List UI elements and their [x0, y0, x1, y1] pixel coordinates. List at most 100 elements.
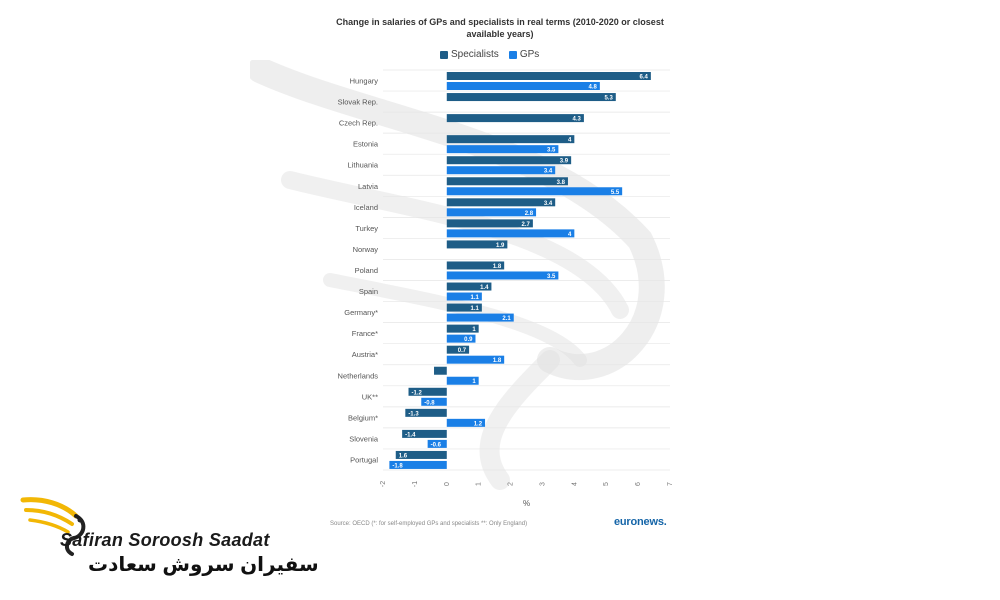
bar-gps [427, 439, 447, 448]
x-tick-label: -2 [380, 481, 387, 487]
bar-gps [446, 145, 559, 154]
legend-label-gps: GPs [519, 49, 540, 60]
data-label: -0.6 [431, 442, 442, 448]
data-label: 0.9 [464, 337, 473, 343]
source-note: Source: OECD (*: for self-employed GPs a… [330, 521, 528, 527]
bar-gps [446, 355, 505, 364]
bar-gps [446, 292, 482, 301]
category-label: Poland [355, 266, 378, 275]
bar-gps [446, 271, 559, 280]
category-label: Czech Rep. [339, 119, 378, 128]
chart-title: Change in salaries of GPs and specialist… [336, 17, 664, 39]
x-tick-label: 6 [635, 482, 642, 486]
data-label: 2.7 [522, 222, 531, 228]
brand-name-en: Safiran Soroosh Saadat [60, 530, 270, 550]
x-tick-label: 5 [603, 482, 610, 486]
data-label: 1.8 [493, 358, 502, 364]
data-label: 1.9 [496, 243, 505, 249]
category-label: Portugal [350, 455, 378, 464]
data-label: -1.2 [412, 390, 423, 396]
legend-label-specialists: Specialists [451, 49, 499, 60]
brand-name-fa: سفیران سروش سعادت [88, 554, 319, 576]
bar-gps [446, 376, 479, 385]
data-label: 3.4 [544, 169, 553, 175]
legend-swatch-gps [508, 50, 517, 59]
data-label: 4 [568, 138, 572, 144]
data-label: -1.8 [392, 463, 403, 469]
bar-gps [446, 208, 537, 217]
data-label: 1 [472, 379, 476, 385]
data-label: 2.8 [525, 211, 534, 217]
data-label: 4.3 [573, 117, 582, 123]
data-label: -1.4 [405, 432, 416, 438]
category-label: Spain [359, 287, 378, 296]
category-label: Belgium* [348, 413, 378, 422]
data-label: 1.1 [471, 295, 480, 301]
label-layer: -2 -1 0 1 2 3 4 5 6 7% Hungary 6.4 4.8 Slovak Rep. 5.3… [338, 75, 674, 509]
bar-specialists [446, 135, 575, 144]
category-label: France* [352, 329, 378, 338]
data-label: 1.1 [471, 306, 480, 312]
category-label: Netherlands [338, 371, 379, 380]
category-label: Norway [353, 245, 379, 254]
euronews-logo: euronews. [614, 516, 667, 528]
category-label: Lithuania [348, 161, 379, 170]
bar-specialists [446, 324, 479, 333]
x-tick-label: 7 [667, 482, 674, 486]
bar-gps [446, 418, 486, 427]
data-label: 1.2 [474, 421, 483, 427]
x-tick-label: 0 [444, 482, 451, 486]
data-label: 1 [472, 327, 476, 333]
x-tick-label: 3 [539, 482, 546, 486]
bar-specialists [402, 429, 447, 438]
data-label: 4 [568, 232, 572, 238]
category-label: Slovenia [349, 434, 379, 443]
category-label: Turkey [355, 224, 378, 233]
bar-specialists [446, 261, 505, 270]
bar-specialists [446, 240, 508, 249]
x-tick-label: 4 [571, 482, 578, 486]
category-label: Slovak Rep. [338, 98, 378, 107]
data-label: 5.3 [604, 96, 613, 102]
bar-layer [389, 72, 651, 469]
category-label: Estonia [353, 140, 379, 149]
legend-swatch-specialists [440, 50, 448, 59]
bar-gps [446, 334, 476, 343]
category-label: Iceland [354, 203, 378, 212]
data-label: 3.5 [547, 148, 556, 154]
data-label: 3.5 [547, 274, 556, 280]
data-label: 6.4 [640, 75, 649, 81]
bar-specialists [405, 408, 447, 417]
bar-specialists [446, 114, 584, 123]
bar-specialists [434, 366, 447, 375]
bar-gps [389, 460, 447, 469]
category-label: Latvia [358, 182, 379, 191]
bar-gps [446, 187, 623, 196]
chart-legend: Specialists GPs [440, 49, 539, 60]
bar-specialists [446, 303, 482, 312]
data-label: -1.3 [408, 411, 419, 417]
bar-gps [421, 397, 447, 406]
bar-specialists [446, 345, 470, 354]
phoenix-logo-icon [20, 497, 86, 556]
data-label: 3.9 [560, 159, 569, 165]
category-label: Germany* [344, 308, 378, 317]
x-tick-label: 1 [476, 482, 483, 486]
x-axis-label: % [523, 499, 530, 508]
x-tick-label: 2 [508, 482, 515, 486]
category-label: UK** [362, 392, 378, 401]
bar-specialists [446, 219, 533, 228]
category-label: Hungary [350, 77, 379, 86]
bar-specialists [446, 93, 616, 102]
bar-gps [446, 166, 556, 175]
bar-gps [446, 82, 600, 90]
data-label: 5.5 [611, 190, 620, 196]
bar-specialists [446, 282, 492, 291]
bar-gps [446, 313, 514, 322]
bar-specialists [446, 198, 556, 207]
legend-item-specialists: Specialists [440, 49, 499, 60]
bar-specialists [446, 177, 568, 186]
bar-specialists [395, 450, 447, 459]
